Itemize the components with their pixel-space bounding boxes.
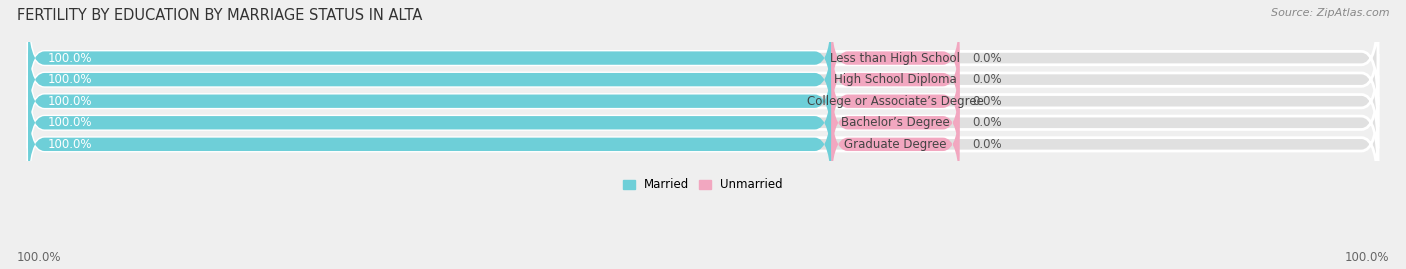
FancyBboxPatch shape <box>28 11 1378 105</box>
FancyBboxPatch shape <box>28 97 1378 192</box>
Text: 100.0%: 100.0% <box>48 138 93 151</box>
FancyBboxPatch shape <box>28 11 831 105</box>
Text: 0.0%: 0.0% <box>973 95 1002 108</box>
FancyBboxPatch shape <box>831 54 959 148</box>
FancyBboxPatch shape <box>28 54 1378 148</box>
Text: 0.0%: 0.0% <box>973 73 1002 86</box>
FancyBboxPatch shape <box>28 76 1378 170</box>
Legend: Married, Unmarried: Married, Unmarried <box>619 174 787 196</box>
Text: Bachelor’s Degree: Bachelor’s Degree <box>841 116 949 129</box>
Text: FERTILITY BY EDUCATION BY MARRIAGE STATUS IN ALTA: FERTILITY BY EDUCATION BY MARRIAGE STATU… <box>17 8 422 23</box>
Text: Source: ZipAtlas.com: Source: ZipAtlas.com <box>1271 8 1389 18</box>
Text: 100.0%: 100.0% <box>48 73 93 86</box>
FancyBboxPatch shape <box>831 76 959 170</box>
FancyBboxPatch shape <box>831 11 959 105</box>
FancyBboxPatch shape <box>28 32 1378 127</box>
Text: 0.0%: 0.0% <box>973 116 1002 129</box>
FancyBboxPatch shape <box>831 32 959 127</box>
Text: 0.0%: 0.0% <box>973 138 1002 151</box>
FancyBboxPatch shape <box>831 97 959 192</box>
FancyBboxPatch shape <box>28 32 831 127</box>
FancyBboxPatch shape <box>28 97 831 192</box>
Text: 100.0%: 100.0% <box>17 251 62 264</box>
Text: Graduate Degree: Graduate Degree <box>844 138 946 151</box>
Text: 100.0%: 100.0% <box>1344 251 1389 264</box>
Text: 100.0%: 100.0% <box>48 95 93 108</box>
Text: 100.0%: 100.0% <box>48 116 93 129</box>
FancyBboxPatch shape <box>28 76 831 170</box>
Text: High School Diploma: High School Diploma <box>834 73 956 86</box>
Text: College or Associate’s Degree: College or Associate’s Degree <box>807 95 984 108</box>
FancyBboxPatch shape <box>28 54 831 148</box>
Text: 100.0%: 100.0% <box>48 52 93 65</box>
Text: 0.0%: 0.0% <box>973 52 1002 65</box>
Text: Less than High School: Less than High School <box>831 52 960 65</box>
